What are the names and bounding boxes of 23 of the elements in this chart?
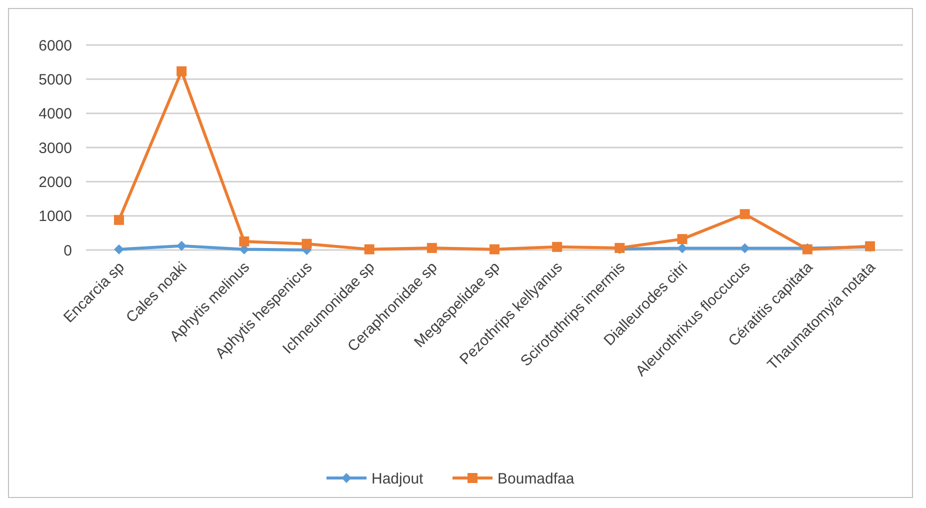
point	[740, 243, 750, 254]
point	[239, 236, 250, 246]
legend-label: Boumadfaa	[498, 470, 575, 488]
point	[552, 242, 562, 252]
point	[677, 243, 688, 254]
point	[426, 242, 437, 253]
y-tick-label: 2000	[38, 174, 72, 191]
y-tick-label: 0	[64, 242, 72, 260]
y-tick-label: 1000	[38, 208, 72, 226]
y-tick-label: 3000	[38, 140, 72, 157]
point	[740, 209, 750, 220]
point	[677, 234, 688, 244]
point	[176, 66, 187, 76]
y-tick-label: 5000	[38, 71, 72, 88]
point	[364, 244, 374, 254]
legend-label: Hadjout	[372, 470, 424, 488]
point	[114, 214, 124, 225]
y-tick-label: 6000	[38, 37, 72, 54]
point	[176, 240, 187, 251]
point	[114, 244, 124, 254]
point	[302, 238, 312, 249]
y-tick-label: 4000	[38, 106, 72, 123]
point	[490, 244, 500, 254]
